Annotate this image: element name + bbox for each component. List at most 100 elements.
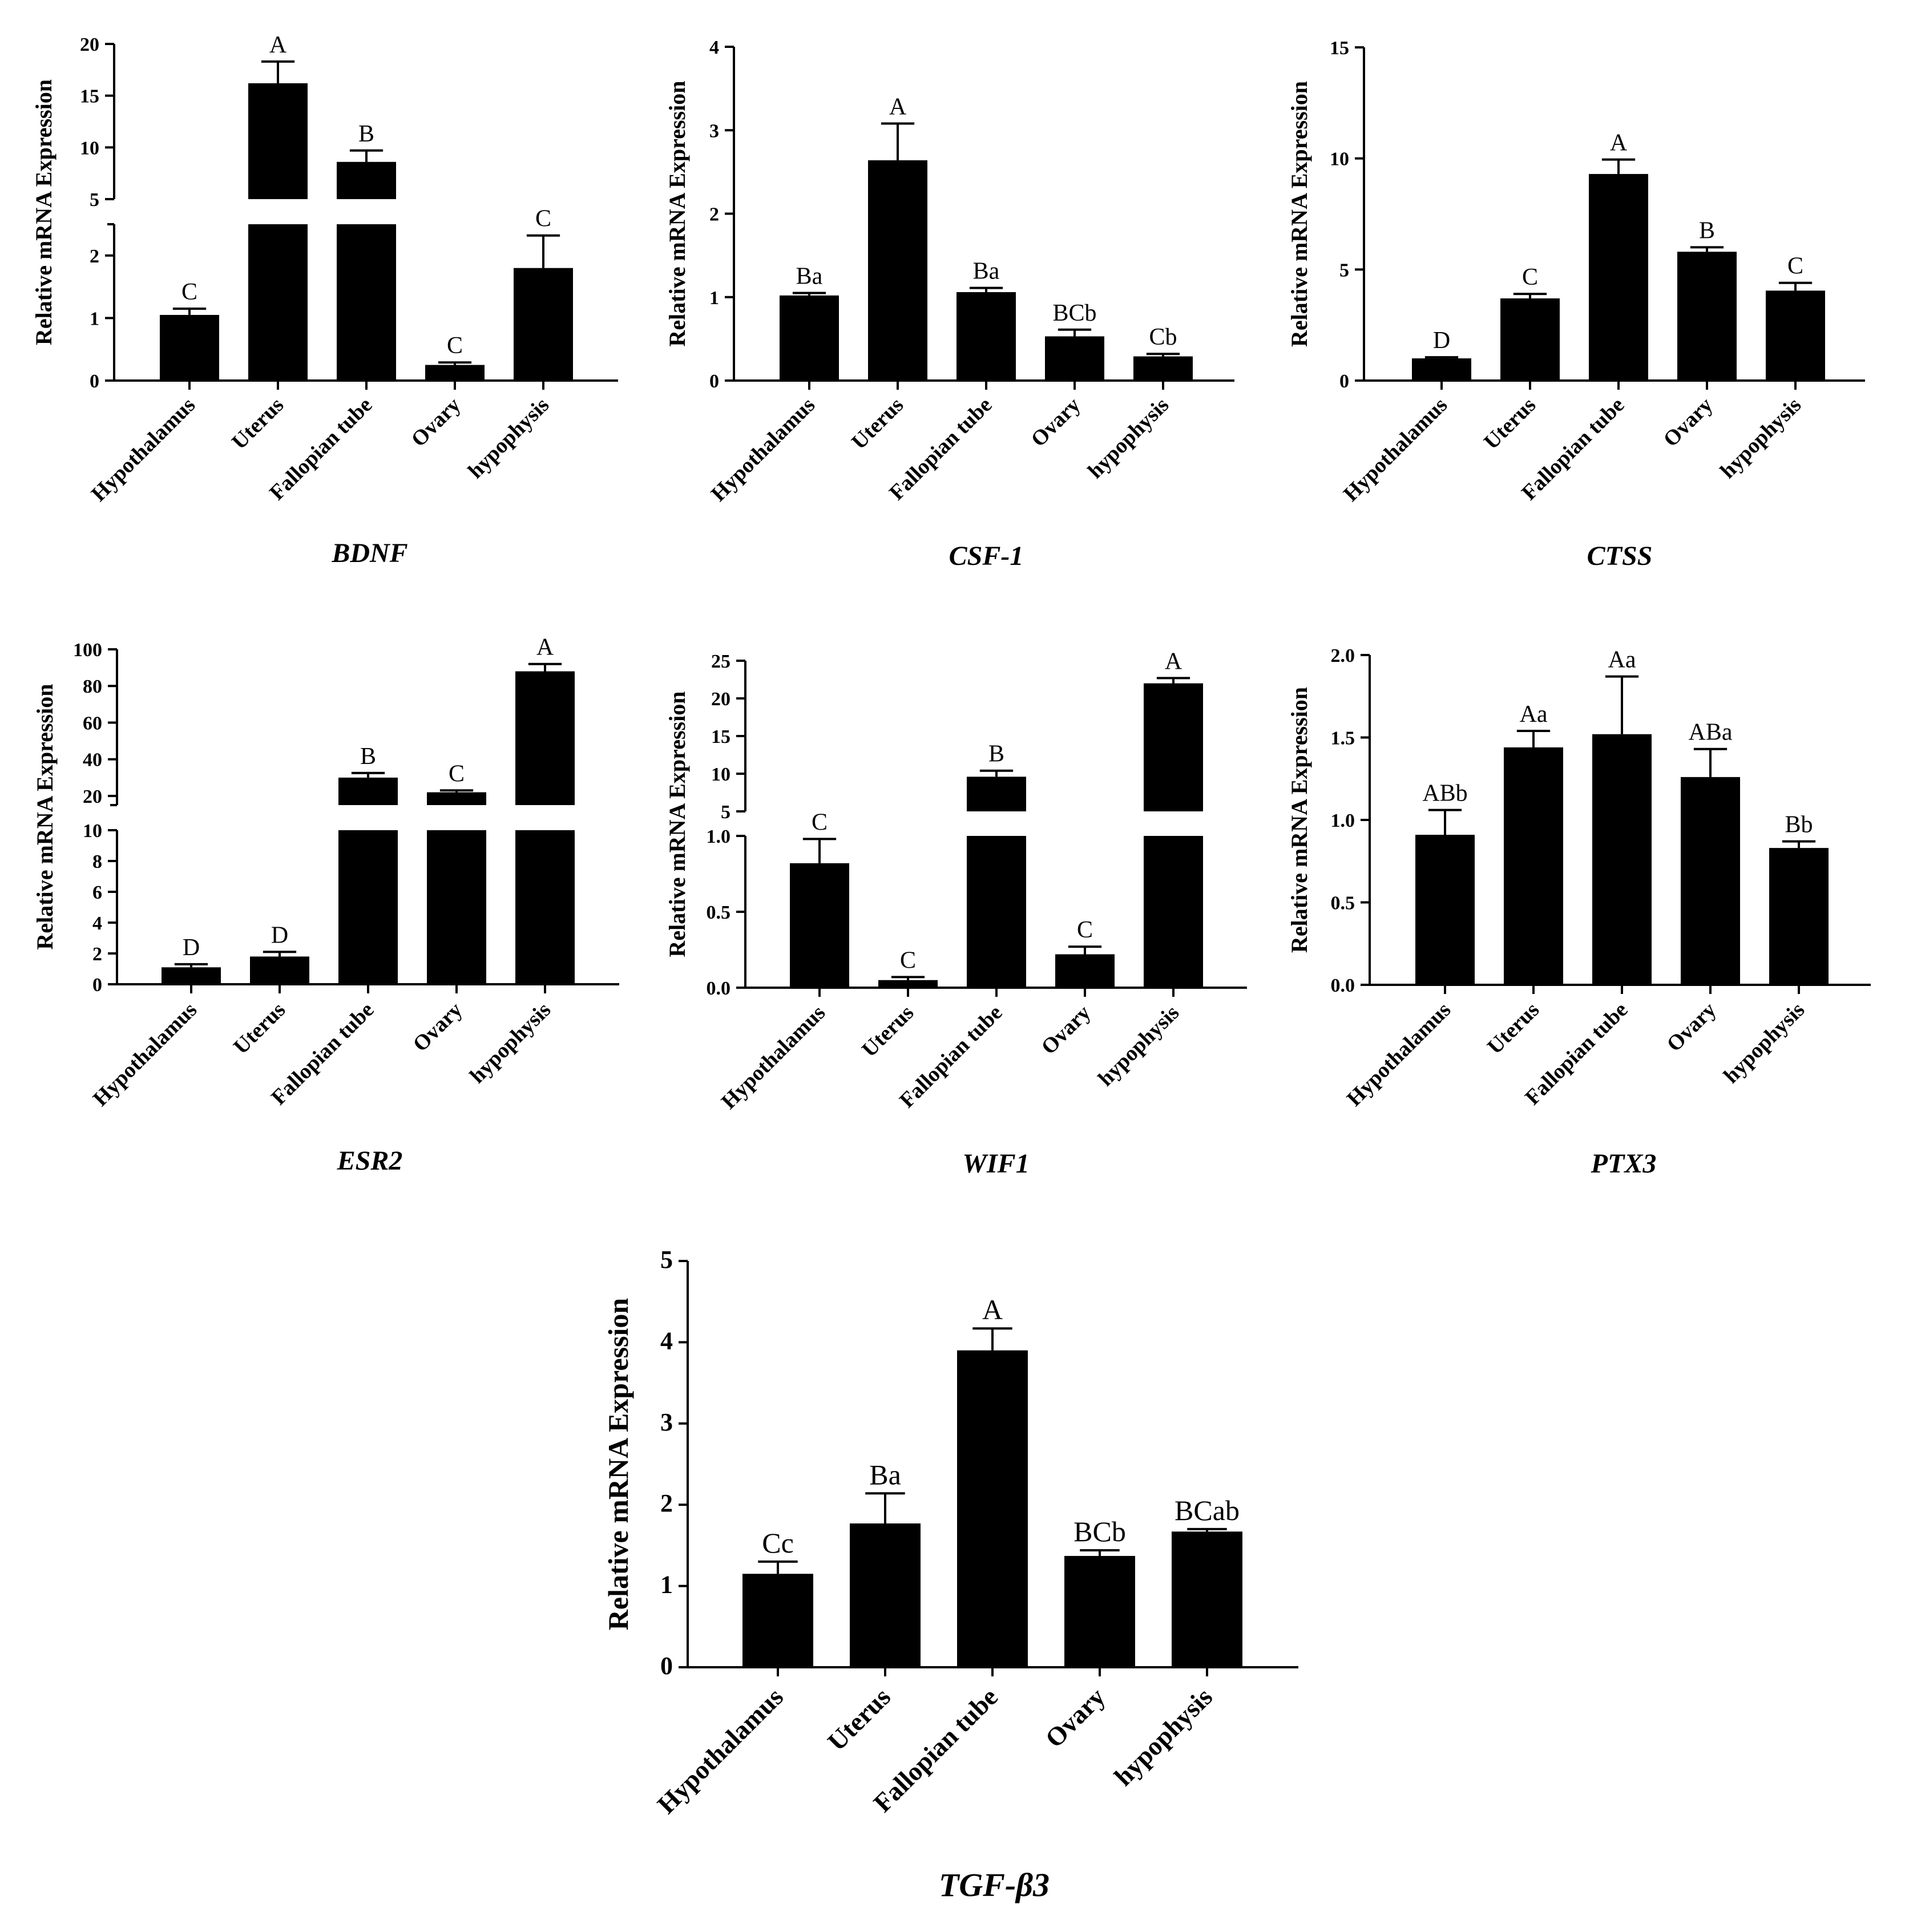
bar-hypothalamus	[160, 314, 219, 381]
sig-letter-ovary: B	[1699, 217, 1715, 244]
sig-letter-uterus: C	[1522, 264, 1538, 290]
bar-ovary	[1677, 252, 1737, 381]
y-tick-label: 10	[80, 138, 99, 159]
y-tick-label: 3	[709, 120, 719, 142]
sig-letter-ovary: C	[1077, 917, 1093, 943]
bar-hypophysis	[1766, 290, 1825, 381]
category-label-hypophysis: hypophysis	[1719, 998, 1809, 1088]
category-label-uterus: Uterus	[1483, 998, 1544, 1059]
sig-letter-hypothalamus: D	[183, 935, 200, 961]
sig-letter-hypophysis: C	[535, 206, 551, 232]
panel-title: BDNF	[331, 538, 407, 568]
category-label-hypothalamus: Hypothalamus	[87, 393, 200, 506]
y-tick-label: 1.0	[707, 826, 731, 847]
sig-letter-uterus: A	[269, 32, 287, 58]
sig-letter-ovary: ABa	[1689, 720, 1733, 746]
panel-title: TGF-β3	[939, 1866, 1050, 1903]
y-tick-label: 4	[709, 37, 719, 58]
category-label-ovary: Ovary	[1039, 1682, 1111, 1753]
bar-hypophysis-upper	[515, 671, 575, 805]
sig-letter-ovary: BCb	[1073, 1515, 1126, 1547]
y-tick-label: 3	[660, 1408, 673, 1436]
bar-hypophysis	[1769, 848, 1829, 985]
bar-hypophysis-lower	[515, 830, 575, 984]
bar-hypophysis-lower	[1144, 836, 1203, 988]
y-axis-title: Relative mRNA Expression	[664, 692, 690, 957]
y-tick-label: 0.0	[707, 978, 731, 999]
bar-fallopian-tube	[956, 292, 1016, 381]
bar-uterus	[250, 956, 309, 984]
panel-title: WIF1	[962, 1149, 1029, 1179]
sig-letter-ovary: C	[447, 333, 463, 359]
bar-uterus	[1504, 747, 1563, 985]
bar-ovary	[1064, 1555, 1135, 1667]
sig-letter-hypothalamus: C	[181, 279, 197, 305]
bar-fallopian-tube-lower	[967, 836, 1026, 988]
category-label-hypophysis: hypophysis	[463, 393, 554, 483]
y-tick-label: 10	[711, 764, 730, 785]
sig-letter-hypothalamus: Ba	[796, 263, 823, 289]
bar-uterus	[868, 160, 927, 381]
sig-letter-hypothalamus: Cc	[762, 1527, 794, 1559]
y-tick-label: 0.5	[707, 902, 731, 923]
y-tick-label: 5	[1339, 260, 1349, 281]
bar-fallopian-tube-upper	[967, 777, 1026, 811]
category-label-ovary: Ovary	[1662, 998, 1721, 1057]
bar-uterus-upper	[248, 83, 308, 199]
bar-hypothalamus	[1412, 358, 1471, 381]
bar-fallopian-tube-lower	[337, 224, 396, 381]
y-tick-label: 100	[73, 640, 102, 661]
y-tick-label: 6	[92, 882, 102, 903]
y-axis-title: Relative mRNA Expression	[31, 79, 56, 345]
sig-letter-hypophysis: A	[1165, 648, 1182, 674]
bar-fallopian-tube	[957, 1350, 1028, 1667]
category-label-hypothalamus: Hypothalamus	[652, 1682, 789, 1819]
sig-letter-hypophysis: Cb	[1149, 324, 1177, 350]
category-label-uterus: Uterus	[229, 998, 290, 1059]
y-tick-label: 4	[660, 1327, 673, 1355]
y-tick-label: 8	[92, 851, 102, 872]
sig-letter-ovary: C	[449, 761, 465, 787]
y-tick-label: 5	[660, 1246, 673, 1274]
y-tick-label: 20	[711, 689, 730, 710]
sig-letter-hypothalamus: C	[812, 809, 828, 835]
panel-title: ESR2	[337, 1146, 403, 1176]
y-tick-label: 1.5	[1331, 728, 1355, 749]
y-tick-label: 5	[721, 802, 730, 823]
y-tick-label: 0	[92, 975, 102, 996]
bar-fallopian-tube-lower	[338, 830, 398, 984]
y-axis-title: Relative mRNA Expression	[1286, 687, 1312, 953]
y-axis-title: Relative mRNA Expression	[602, 1298, 634, 1631]
category-label-uterus: Uterus	[1479, 393, 1540, 454]
bar-hypophysis	[1133, 356, 1193, 381]
bar-hypothalamus	[780, 295, 839, 381]
category-label-uterus: Uterus	[227, 393, 288, 454]
y-tick-label: 15	[711, 726, 730, 747]
sig-letter-hypophysis: C	[1787, 253, 1803, 280]
bar-uterus	[1500, 298, 1560, 381]
y-tick-label: 15	[1330, 38, 1349, 59]
category-label-hypothalamus: Hypothalamus	[707, 393, 820, 506]
sig-letter-uterus: Ba	[869, 1458, 901, 1490]
sig-letter-hypophysis: Bb	[1785, 812, 1813, 838]
bar-uterus-lower	[248, 224, 308, 381]
category-label-hypophysis: hypophysis	[1109, 1682, 1218, 1792]
panel-title: CTSS	[1587, 541, 1653, 571]
y-tick-label: 10	[83, 821, 102, 842]
y-tick-label: 1.0	[1331, 810, 1355, 831]
y-tick-label: 2.0	[1331, 645, 1355, 666]
sig-letter-fallopian-tube: A	[982, 1294, 1003, 1325]
y-tick-label: 60	[83, 713, 102, 734]
sig-letter-fallopian-tube: Aa	[1608, 647, 1636, 673]
bar-fallopian-tube-upper	[338, 777, 398, 805]
category-label-hypophysis: hypophysis	[1083, 393, 1173, 483]
category-label-hypothalamus: Hypothalamus	[1339, 393, 1452, 506]
bar-ovary	[1045, 336, 1104, 381]
bar-uterus	[850, 1523, 921, 1667]
category-label-hypothalamus: Hypothalamus	[88, 998, 201, 1111]
